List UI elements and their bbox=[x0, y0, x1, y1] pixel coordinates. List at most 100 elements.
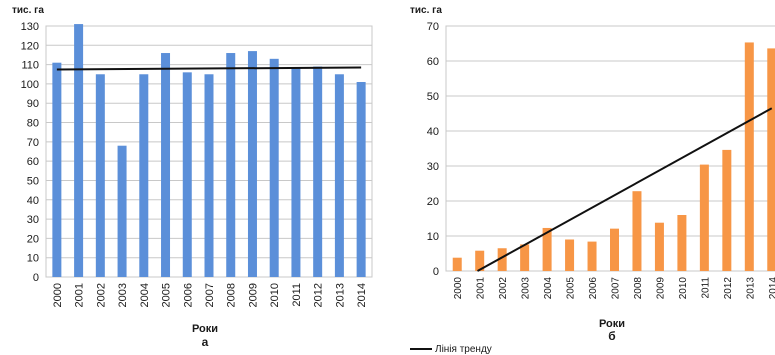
x-tick-label: 2013 bbox=[334, 283, 346, 307]
y-tick-labels-b: 0 10 20 30 40 50 60 70 bbox=[427, 21, 439, 278]
x-tick-label: 2001 bbox=[74, 283, 86, 307]
y-axis-label-b: тис. га bbox=[410, 5, 442, 16]
x-tick-label: 2007 bbox=[611, 277, 622, 300]
bar-2008 bbox=[226, 53, 236, 278]
bar-2001 bbox=[475, 250, 485, 271]
x-tick-label: 2001 bbox=[476, 277, 487, 300]
x-tick-label: 2010 bbox=[678, 277, 689, 300]
x-tick-label: 2007 bbox=[204, 283, 216, 307]
legend-trend-label: Лінія тренду bbox=[435, 344, 492, 355]
x-tick-label: 2004 bbox=[139, 283, 151, 307]
y-tick-label: 20 bbox=[427, 196, 439, 208]
y-tick-label: 0 bbox=[433, 266, 439, 278]
y-tick-label: 10 bbox=[27, 253, 39, 265]
bar-2000 bbox=[452, 257, 462, 271]
panel-label-a: а bbox=[202, 335, 209, 349]
y-axis-label-a: тис. га bbox=[12, 5, 44, 16]
bar-2008 bbox=[632, 191, 642, 271]
x-tick-labels-a: 2000 2001 2002 2003 2004 2005 2006 2007 2008 2009… bbox=[52, 283, 368, 307]
x-tick-label: 2000 bbox=[453, 277, 464, 300]
y-tick-label: 80 bbox=[27, 118, 39, 130]
x-tick-label: 2006 bbox=[182, 283, 194, 307]
bar-2005 bbox=[161, 53, 171, 278]
x-tick-label: 2014 bbox=[356, 283, 368, 307]
y-tick-label: 10 bbox=[427, 231, 439, 243]
chart-panel-a: тис. га 0102030405060708090100110120130 … bbox=[12, 5, 373, 349]
bar-2014 bbox=[767, 48, 775, 272]
bars-b bbox=[452, 42, 775, 272]
x-tick-label: 2003 bbox=[117, 283, 129, 307]
y-tick-label: 130 bbox=[21, 21, 39, 33]
bar-2013 bbox=[744, 42, 754, 272]
bar-2004 bbox=[139, 74, 149, 278]
y-tick-label: 50 bbox=[27, 175, 39, 187]
y-tick-label: 30 bbox=[27, 214, 39, 226]
bar-2007 bbox=[610, 228, 619, 271]
y-tick-label: 70 bbox=[427, 21, 439, 33]
x-tick-label: 2008 bbox=[226, 283, 238, 307]
bar-2004 bbox=[542, 227, 552, 271]
bar-2014 bbox=[356, 81, 366, 277]
x-tick-label: 2002 bbox=[95, 283, 107, 307]
bar-2002 bbox=[497, 248, 507, 271]
y-tick-label: 20 bbox=[27, 233, 39, 245]
x-tick-label: 2004 bbox=[543, 277, 554, 300]
y-tick-label: 40 bbox=[427, 126, 439, 138]
bar-2009 bbox=[654, 222, 664, 271]
x-tick-label: 2014 bbox=[768, 277, 775, 300]
y-tick-label: 60 bbox=[27, 156, 39, 168]
x-tick-label: 2009 bbox=[247, 283, 259, 307]
bar-2001 bbox=[74, 24, 84, 278]
trend-line bbox=[477, 107, 773, 272]
y-tick-label: 110 bbox=[21, 60, 39, 72]
x-tick-label: 2002 bbox=[498, 277, 509, 300]
bars-a bbox=[52, 24, 366, 278]
x-tick-labels-b: 2000 2001 2002 2003 2004 2005 2006 2007 2008 2009… bbox=[453, 277, 775, 300]
bar-2006 bbox=[587, 241, 597, 271]
bar-2002 bbox=[95, 74, 105, 278]
bar-2011 bbox=[291, 68, 301, 277]
bar-2012 bbox=[722, 149, 732, 271]
x-tick-label: 2010 bbox=[269, 283, 281, 307]
panel-label-b: б bbox=[608, 329, 615, 343]
bar-2006 bbox=[182, 72, 192, 277]
x-tick-label: 2000 bbox=[52, 283, 64, 307]
trend-line-b bbox=[477, 107, 773, 272]
y-tick-label: 60 bbox=[427, 56, 439, 68]
y-tick-label: 100 bbox=[21, 79, 39, 91]
x-tick-label: 2011 bbox=[700, 277, 711, 299]
chart-panel-b: тис. га 0 10 20 30 40 50 60 70 2000 2001 2002 2003… bbox=[410, 5, 775, 355]
legend-b: Лінія тренду bbox=[410, 344, 492, 355]
x-axis-label-b: Роки bbox=[599, 318, 625, 330]
y-tick-label: 40 bbox=[27, 195, 39, 207]
x-tick-label: 2012 bbox=[313, 283, 325, 307]
y-tick-label: 120 bbox=[21, 40, 39, 52]
y-tick-label: 0 bbox=[33, 272, 39, 284]
bar-2012 bbox=[313, 66, 323, 278]
x-tick-label: 2011 bbox=[291, 283, 303, 307]
x-tick-label: 2006 bbox=[588, 277, 599, 300]
x-tick-label: 2013 bbox=[745, 277, 756, 300]
x-axis-label-a: Роки bbox=[192, 323, 218, 335]
x-tick-label: 2005 bbox=[566, 277, 577, 300]
bar-2009 bbox=[247, 51, 257, 277]
x-tick-label: 2008 bbox=[633, 277, 644, 300]
bar-2007 bbox=[204, 74, 214, 278]
y-tick-labels-a: 0 10 20 30 40 50 60 70 80 90 100 110 120 130 bbox=[21, 21, 39, 284]
y-tick-label: 70 bbox=[27, 137, 39, 149]
y-tick-label: 30 bbox=[427, 161, 439, 173]
y-tick-label: 50 bbox=[427, 91, 439, 103]
x-tick-label: 2003 bbox=[521, 277, 532, 300]
bar-2000 bbox=[52, 62, 62, 277]
bar-2003 bbox=[520, 244, 530, 271]
bar-2010 bbox=[269, 58, 279, 278]
x-tick-label: 2009 bbox=[655, 277, 666, 300]
trend-line-a bbox=[56, 66, 362, 71]
bar-2003 bbox=[117, 145, 127, 277]
x-tick-label: 2012 bbox=[723, 277, 734, 300]
bar-2011 bbox=[699, 164, 709, 271]
x-tick-label: 2005 bbox=[161, 283, 173, 307]
bar-2010 bbox=[677, 215, 687, 271]
trend-line bbox=[56, 66, 362, 71]
